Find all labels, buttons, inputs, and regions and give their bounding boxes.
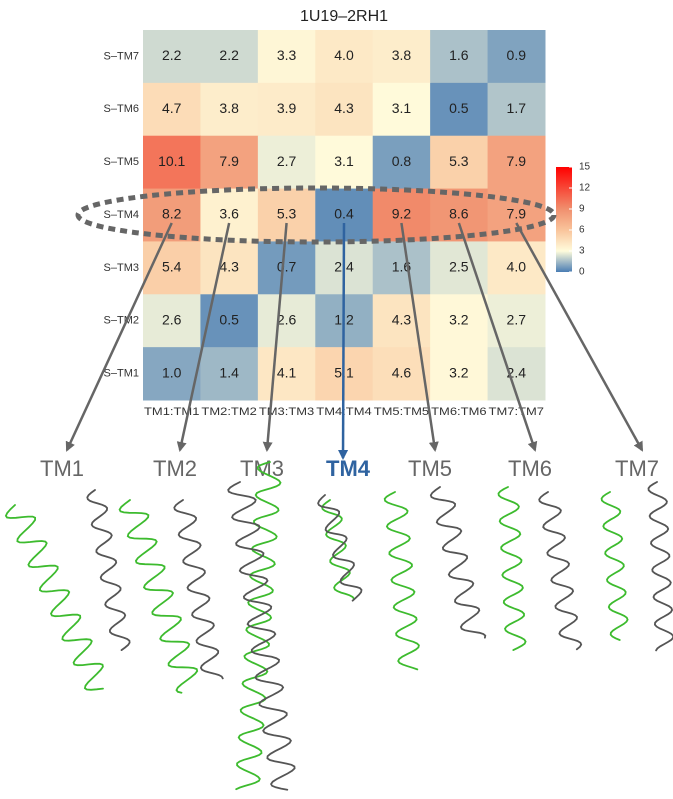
cell-label: 2.7 xyxy=(507,311,527,327)
arrow xyxy=(343,223,344,458)
cell-label: 7.9 xyxy=(507,153,527,169)
cell-label: 4.3 xyxy=(219,259,239,275)
cell-label: 8.2 xyxy=(162,206,182,222)
cell-label: 2.7 xyxy=(277,153,297,169)
helix-label: TM1 xyxy=(40,456,84,481)
x-tick-label: TM5:TM5 xyxy=(374,406,429,418)
helix xyxy=(499,487,526,650)
cell-label: 2.2 xyxy=(162,47,182,63)
cell-label: 3.8 xyxy=(219,100,239,116)
figure: 1U19–2RH1 2.2 2.2 3.3 4.0 3.8 1.6 0.9 4.7 3.8 3.9… xyxy=(0,0,673,799)
cell-label: 5.3 xyxy=(277,206,297,222)
cell-label: 3.2 xyxy=(449,364,469,380)
y-tick-label: S–TM3 xyxy=(104,262,139,274)
cell-label: 4.3 xyxy=(392,311,412,327)
cell-label: 4.0 xyxy=(334,47,354,63)
cell-label: 4.6 xyxy=(392,364,412,380)
cell-label: 10.1 xyxy=(158,153,185,169)
cell-label: 0.5 xyxy=(449,100,469,116)
y-tick-label: S–TM4 xyxy=(104,209,139,221)
x-tick-label: TM2:TM2 xyxy=(201,406,256,418)
colorbar xyxy=(556,167,572,272)
cell-label: 4.1 xyxy=(277,364,297,380)
helix xyxy=(6,505,103,690)
y-tick-label: S–TM5 xyxy=(104,156,139,168)
cell-label: 0.4 xyxy=(334,206,354,222)
cell-label: 3.3 xyxy=(277,47,297,63)
cell-label: 5.3 xyxy=(449,153,469,169)
helix-label: TM4 xyxy=(326,456,371,481)
helix-label: TM7 xyxy=(615,456,659,481)
helix xyxy=(431,487,486,638)
y-tick-label: S–TM7 xyxy=(104,50,139,62)
cell-label: 1.4 xyxy=(219,364,239,380)
cell-label: 4.7 xyxy=(162,100,182,116)
helix xyxy=(649,482,673,650)
helix xyxy=(539,492,581,649)
cell-label: 2.2 xyxy=(219,47,239,63)
cell-label: 0.8 xyxy=(392,153,412,169)
cell-label: 5.4 xyxy=(162,259,182,275)
cell-label: 9.2 xyxy=(392,206,412,222)
colorbar-tick-label: 3 xyxy=(579,246,585,257)
cell-label: 0.7 xyxy=(277,259,297,275)
colorbar-tick-label: 6 xyxy=(579,225,585,236)
helix xyxy=(236,462,280,789)
cell-label: 3.8 xyxy=(392,47,412,63)
cell-label: 3.1 xyxy=(334,153,354,169)
cell-label: 4.0 xyxy=(507,259,527,275)
helix xyxy=(87,490,129,650)
x-tick-label: TM3:TM3 xyxy=(259,406,314,418)
x-tick-label: TM6:TM6 xyxy=(431,406,486,418)
cell-label: 4.3 xyxy=(334,100,354,116)
y-tick-label: S–TM6 xyxy=(104,103,139,115)
colorbar-tick-label: 12 xyxy=(579,183,591,194)
page: {"chart_data": { "type": "heatmap", "tit… xyxy=(0,0,673,799)
x-tick-label: TM1:TM1 xyxy=(144,406,199,418)
cell-label: 1.6 xyxy=(449,47,469,63)
colorbar-tick-label: 9 xyxy=(579,204,585,215)
cell-label: 7.9 xyxy=(219,153,239,169)
cell-label: 2.6 xyxy=(162,311,182,327)
colorbar-tick-label: 0 xyxy=(579,267,585,278)
cell-label: 3.6 xyxy=(219,206,239,222)
cell-label: 0.5 xyxy=(219,311,239,327)
cell-label: 8.6 xyxy=(449,206,469,222)
cell-label: 2.5 xyxy=(449,259,469,275)
cell-label: 3.2 xyxy=(449,311,469,327)
y-tick-label: S–TM2 xyxy=(104,315,139,327)
cell-label: 1.7 xyxy=(507,100,527,116)
y-tick-label: S–TM1 xyxy=(104,367,139,379)
cell-label: 7.9 xyxy=(507,206,527,222)
helix-label: TM3 xyxy=(240,456,284,481)
cell-label: 3.9 xyxy=(277,100,297,116)
cell-label: 3.1 xyxy=(392,100,412,116)
helix-label: TM2 xyxy=(153,456,197,481)
helix xyxy=(385,492,419,669)
cell-label: 0.9 xyxy=(507,47,527,63)
helix-label: TM5 xyxy=(408,456,452,481)
helix xyxy=(602,492,628,640)
colorbar-tick-label: 15 xyxy=(579,162,591,173)
helix-label: TM6 xyxy=(508,456,552,481)
x-tick-label: TM7:TM7 xyxy=(489,406,544,418)
chart-title: 1U19–2RH1 xyxy=(300,8,388,25)
cell-label: 1.0 xyxy=(162,364,182,380)
